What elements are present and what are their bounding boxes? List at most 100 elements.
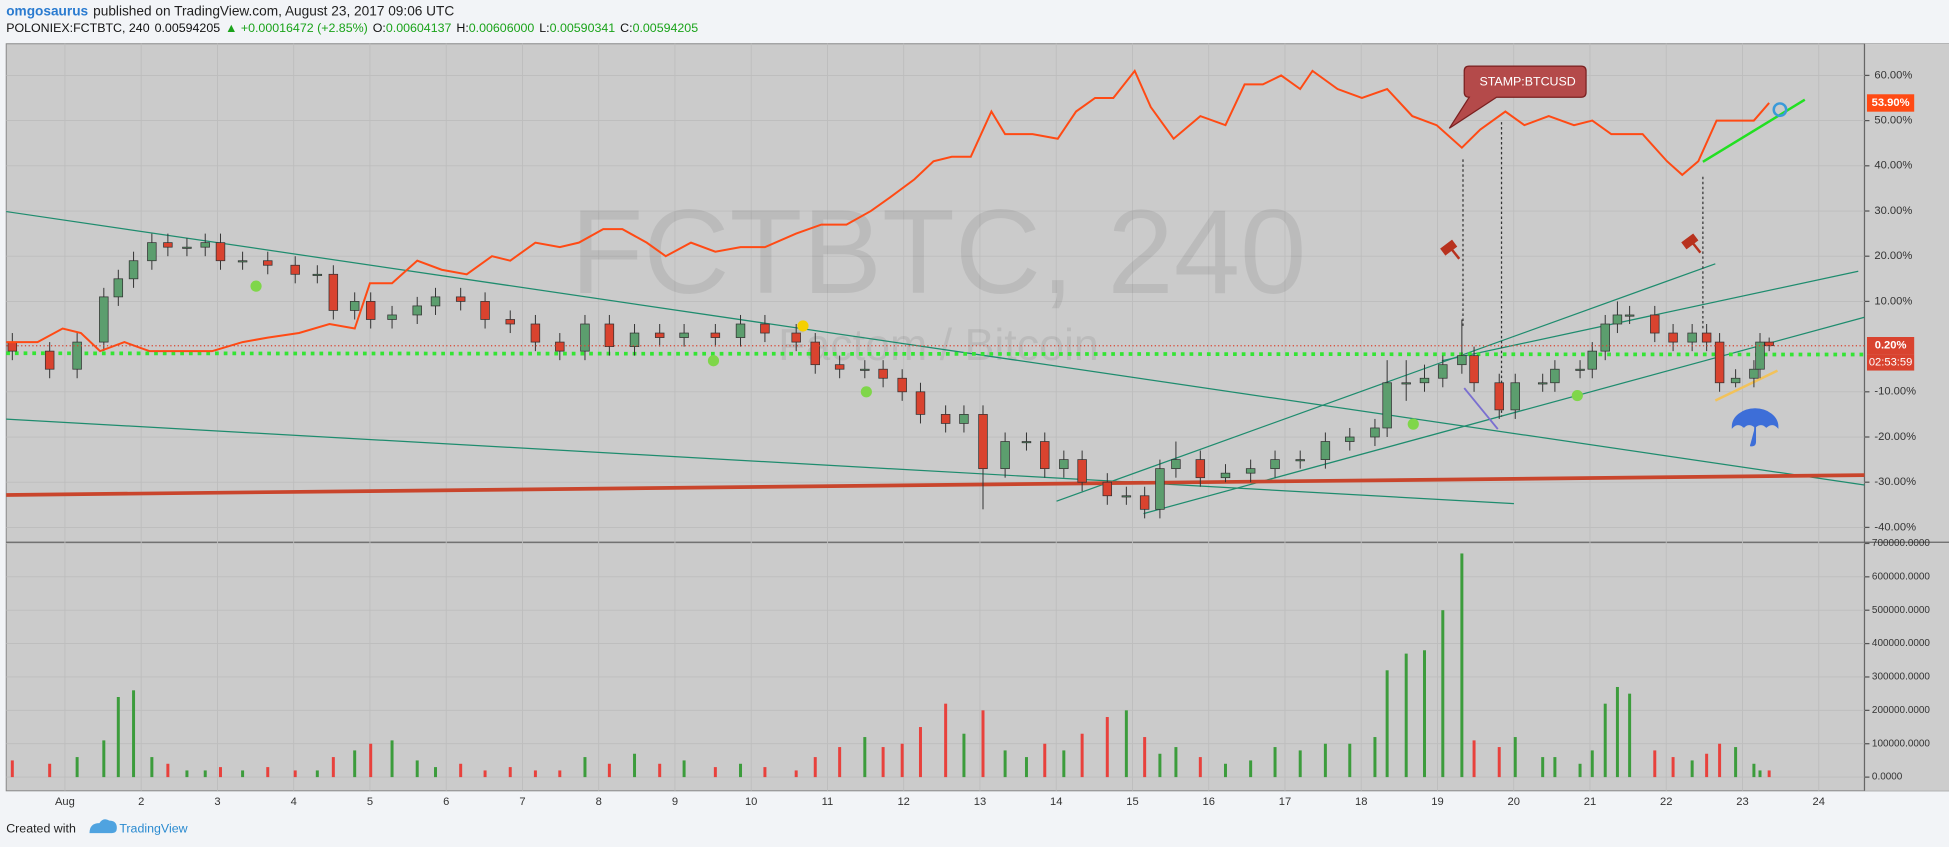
trend-line: [6, 418, 1514, 505]
candle-body: [200, 242, 210, 248]
volume-bar: [1158, 753, 1162, 778]
volume-bar: [1373, 737, 1377, 778]
volume-bar: [1628, 693, 1632, 778]
volume-bar: [132, 690, 136, 778]
candle-body: [1102, 481, 1113, 497]
candle-body: [1457, 355, 1467, 366]
volume-bar: [713, 767, 717, 778]
high-label: H:: [456, 21, 468, 35]
volume-bar: [1080, 733, 1084, 778]
candle-body: [1469, 355, 1479, 384]
candle-body: [1749, 368, 1759, 379]
volume-bar: [981, 710, 985, 778]
volume-bar: [944, 703, 948, 778]
volume-bar: [1590, 750, 1594, 778]
candle-body: [387, 314, 397, 320]
volume-bar: [1767, 770, 1771, 778]
volume-bar: [1404, 653, 1408, 778]
volume-bar: [266, 767, 270, 778]
candle-body: [555, 341, 565, 352]
header: omgosaurus published on TradingView.com, …: [6, 3, 454, 18]
umbrella-icon: [1731, 408, 1779, 447]
candle-body: [163, 242, 173, 248]
footer-bg: [0, 808, 1949, 847]
candle-body: [1687, 332, 1697, 343]
y-tick-label: 200000.0000: [1872, 705, 1931, 716]
candle-body: [1155, 468, 1165, 510]
volume-bar: [116, 697, 120, 778]
candle-body: [328, 273, 339, 311]
footer-text: Created with: [6, 822, 76, 836]
candle-body: [290, 264, 300, 275]
volume-bar: [533, 770, 537, 778]
volume-bar: [508, 767, 512, 778]
x-tick-label: 5: [367, 796, 373, 808]
candle-body: [915, 391, 926, 415]
candle-body: [1612, 314, 1623, 325]
volume-bar: [813, 757, 817, 778]
brand-logo: [89, 819, 117, 834]
y-tick-label: 300000.0000: [1872, 672, 1931, 683]
x-tick-label: 18: [1355, 796, 1367, 808]
candle-body: [1320, 441, 1331, 460]
candle-body: [99, 296, 109, 343]
candle-body: [72, 341, 82, 370]
candle-body: [480, 301, 490, 320]
x-tick-label: 23: [1736, 796, 1748, 808]
x-tick-label: 17: [1279, 796, 1291, 808]
footer-brand[interactable]: TradingView: [119, 822, 187, 836]
candle-body: [1764, 341, 1774, 347]
candle-body: [215, 242, 226, 262]
candle-body: [735, 323, 746, 338]
candle-body: [791, 332, 801, 343]
volume-bar: [1718, 743, 1722, 778]
candle-body: [1668, 332, 1678, 343]
y-tick-label: 50.00%: [1874, 115, 1912, 127]
volume-bar: [1497, 747, 1501, 778]
volume-bar: [459, 763, 463, 778]
hammer-icon: [1681, 233, 1702, 254]
candle-body: [897, 377, 907, 393]
volume-bar: [1441, 610, 1445, 778]
callout: [1448, 65, 1587, 129]
up-arrow: [1714, 369, 1779, 402]
candle-body: [1587, 350, 1597, 370]
open-label: O:: [373, 21, 386, 35]
volume-bar: [1752, 763, 1756, 778]
candle-body: [7, 341, 18, 352]
volume-bar: [900, 743, 904, 778]
author[interactable]: omgosaurus: [6, 3, 88, 18]
hammer-icon: [1440, 239, 1461, 260]
volume-bar: [1323, 743, 1327, 778]
candle-body: [412, 305, 422, 316]
volume-bar: [1734, 747, 1738, 778]
close-value: 0.00594205: [633, 21, 699, 35]
watermark-symbol: FCTBTC, 240: [570, 186, 1306, 319]
candle-body: [1059, 459, 1069, 470]
volume-bar: [10, 760, 14, 778]
candle-body: [710, 332, 721, 338]
volume-bar: [1578, 763, 1582, 778]
candle-body: [263, 260, 273, 266]
published: published on TradingView.com, August 23,…: [93, 3, 454, 18]
support-line: [6, 473, 1865, 497]
signal-dot: [797, 320, 809, 332]
candle-body: [1401, 382, 1411, 385]
y-tick-label: 700000.0000: [1872, 538, 1931, 549]
volume-bar: [583, 757, 587, 778]
close-label: C:: [620, 21, 632, 35]
volume-bar: [794, 770, 798, 778]
candle-body: [1171, 459, 1181, 470]
volume-bar: [881, 747, 885, 778]
candle-body: [1382, 382, 1392, 429]
x-tick-label: 8: [596, 796, 602, 808]
signal-dot: [860, 386, 872, 398]
volume-bar: [1198, 757, 1202, 778]
countdown-label: 02:53:59: [1869, 356, 1913, 368]
candle-body: [1494, 382, 1504, 411]
volume-bar: [682, 760, 686, 778]
volume-bar: [353, 750, 357, 778]
candle-body: [128, 260, 139, 280]
candle-body: [940, 414, 951, 424]
